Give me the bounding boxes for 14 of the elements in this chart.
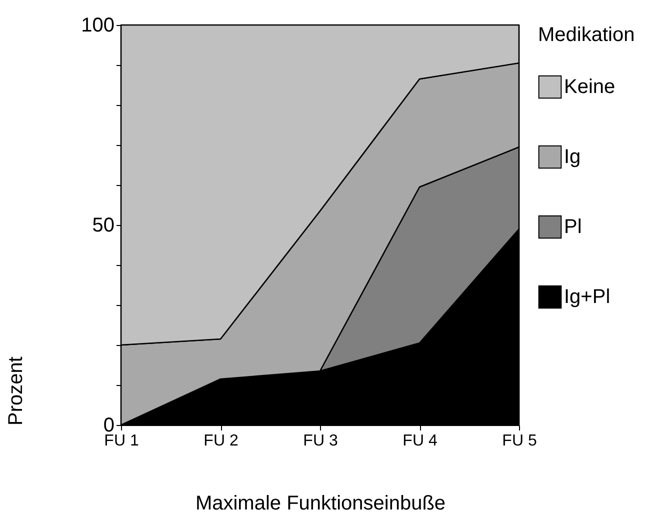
x-tick-label: FU 2: [204, 432, 238, 450]
x-tick-label: FU 5: [502, 432, 537, 450]
y-tick-label: 50: [92, 214, 114, 236]
legend-label: Ig: [564, 146, 581, 168]
x-tick-label: FU 4: [402, 432, 438, 450]
y-tick-label: 100: [81, 14, 114, 36]
legend-title: Medikation: [538, 24, 635, 46]
x-tick-label: FU 1: [104, 432, 139, 450]
y-axis-title: Prozent: [5, 356, 28, 426]
legend-label: Pl: [564, 216, 582, 238]
legend-label: Keine: [564, 76, 616, 98]
x-axis-title: Maximale Funktionseinbuße: [195, 492, 446, 514]
legend-label: Ig+Pl: [564, 286, 610, 308]
x-tick-label: FU 3: [303, 432, 338, 450]
